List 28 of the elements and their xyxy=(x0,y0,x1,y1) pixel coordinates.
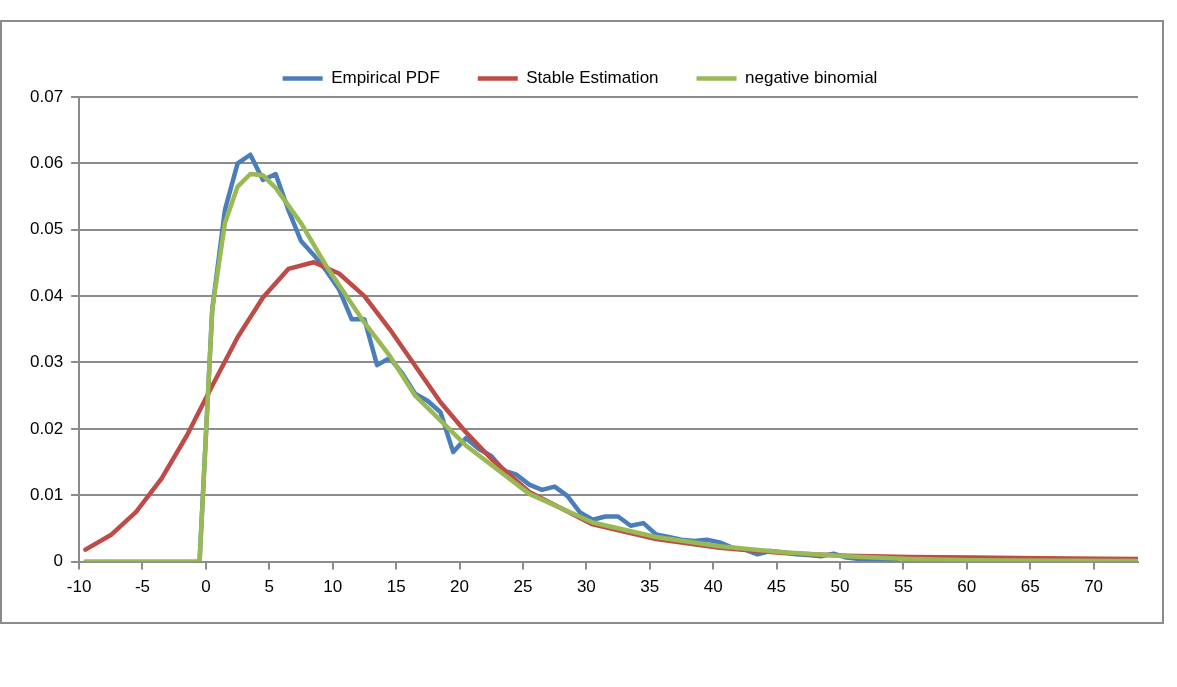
x-tick-label: 35 xyxy=(640,577,660,597)
y-tick-label: 0.06 xyxy=(29,153,64,173)
x-tick-label: 55 xyxy=(893,577,913,597)
legend-label: Empirical PDF xyxy=(331,68,440,88)
x-tick-label: 30 xyxy=(576,577,596,597)
x-tick-label: 60 xyxy=(957,577,977,597)
legend-label: negative binomial xyxy=(745,68,878,88)
x-tick-label: -10 xyxy=(66,577,92,597)
y-tick-label: 0.07 xyxy=(29,86,64,106)
x-tick-label: 25 xyxy=(513,577,533,597)
x-tick-label: 65 xyxy=(1020,577,1040,597)
y-tick-label: 0.03 xyxy=(29,352,64,372)
y-tick-label: 0.04 xyxy=(29,285,64,305)
x-tick-label: 70 xyxy=(1084,577,1104,597)
x-tick-label: 20 xyxy=(450,577,469,597)
x-tick-label: 50 xyxy=(830,577,850,597)
y-tick-label: 0.01 xyxy=(29,484,64,504)
x-tick-label: 45 xyxy=(767,577,787,597)
y-tick-label: 0 xyxy=(53,551,64,571)
y-tick-label: 0.02 xyxy=(29,418,64,438)
x-tick-label: 15 xyxy=(386,577,406,597)
legend-label: Stable Estimation xyxy=(526,68,659,88)
x-tick-label: -5 xyxy=(134,577,151,597)
x-tick-label: 0 xyxy=(201,577,211,597)
x-tick-label: 10 xyxy=(323,577,343,597)
y-tick-label: 0.05 xyxy=(29,219,64,239)
x-tick-label: 5 xyxy=(264,577,275,597)
x-tick-label: 40 xyxy=(703,577,723,597)
